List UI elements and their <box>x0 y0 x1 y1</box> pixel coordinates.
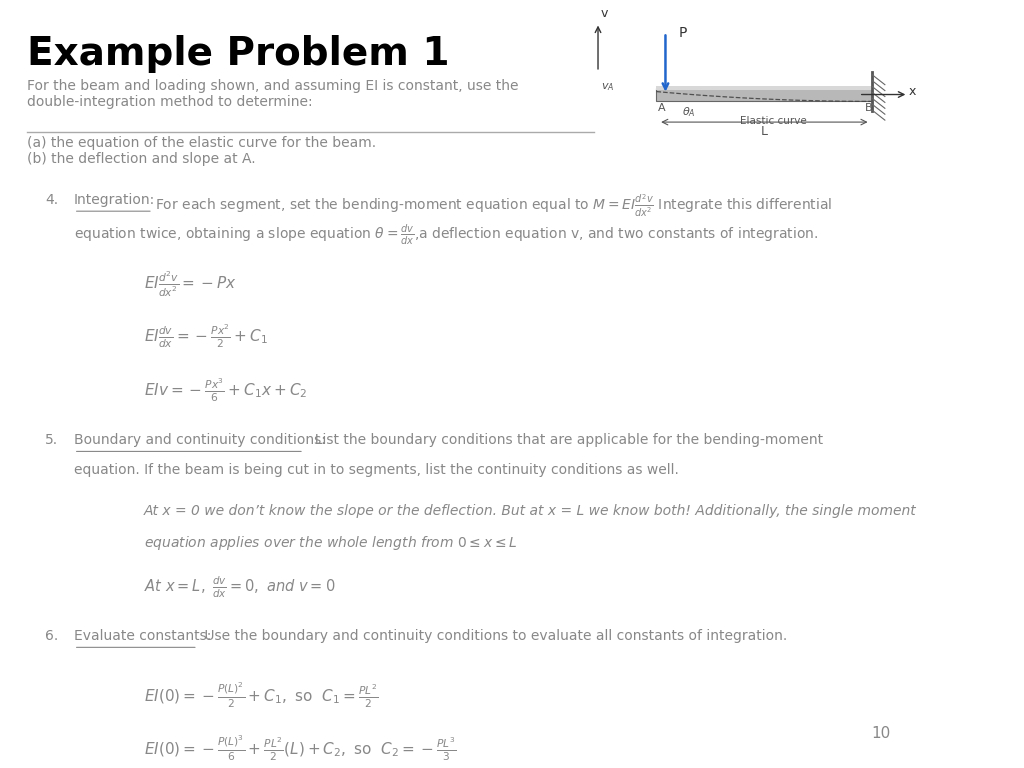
Text: $EI(0) = -\frac{P(L)^2}{2} + C_1,\ \mathrm{so}\ \ C_1 = \frac{PL^2}{2}$: $EI(0) = -\frac{P(L)^2}{2} + C_1,\ \math… <box>144 680 378 710</box>
Text: Use the boundary and continuity conditions to evaluate all constants of integrat: Use the boundary and continuity conditio… <box>200 629 786 643</box>
Text: 6.: 6. <box>45 629 58 643</box>
Text: L: L <box>761 125 768 138</box>
Text: Evaluate constants:: Evaluate constants: <box>74 629 211 643</box>
Text: 4.: 4. <box>45 193 58 207</box>
Text: For the beam and loading shown, and assuming EI is constant, use the
double-inte: For the beam and loading shown, and assu… <box>27 79 518 109</box>
Text: equation twice, obtaining a slope equation $\theta = \frac{dv}{dx}$,a deflection: equation twice, obtaining a slope equati… <box>74 223 818 247</box>
Text: equation. If the beam is being cut in to segments, list the continuity condition: equation. If the beam is being cut in to… <box>74 463 679 477</box>
Text: x: x <box>908 85 915 98</box>
Text: List the boundary conditions that are applicable for the bending-moment: List the boundary conditions that are ap… <box>306 433 823 447</box>
Text: P: P <box>679 25 687 40</box>
FancyBboxPatch shape <box>656 86 872 90</box>
Text: $EI(0) = -\frac{P(L)^3}{6} + \frac{PL^2}{2}(L) + C_2,\ \mathrm{so}\ \ C_2 = -\fr: $EI(0) = -\frac{P(L)^3}{6} + \frac{PL^2}… <box>144 733 457 763</box>
Text: 10: 10 <box>871 727 890 741</box>
Text: v: v <box>601 7 608 20</box>
Text: $v_A$: $v_A$ <box>601 81 614 92</box>
Text: (a) the equation of the elastic curve for the beam.
(b) the deflection and slope: (a) the equation of the elastic curve fo… <box>27 136 376 166</box>
Text: $EI\frac{dv}{dx} = -\frac{Px^2}{2} + C_1$: $EI\frac{dv}{dx} = -\frac{Px^2}{2} + C_1… <box>144 323 268 350</box>
Text: A: A <box>658 104 666 114</box>
Text: Boundary and continuity conditions:: Boundary and continuity conditions: <box>74 433 326 447</box>
Text: $EIv = -\frac{Px^3}{6} + C_1x + C_2$: $EIv = -\frac{Px^3}{6} + C_1x + C_2$ <box>144 376 307 403</box>
Text: $\theta_A$: $\theta_A$ <box>682 105 695 119</box>
Text: Elastic curve: Elastic curve <box>740 116 807 126</box>
Text: Integration:: Integration: <box>74 193 155 207</box>
Text: $EI\frac{d^2v}{dx^2} = -Px$: $EI\frac{d^2v}{dx^2} = -Px$ <box>144 270 237 299</box>
Text: At x = 0 we don’t know the slope or the deflection. But at x = L we know both! A: At x = 0 we don’t know the slope or the … <box>144 504 916 518</box>
Text: equation applies over the whole length from $0 \leq x \leq L$: equation applies over the whole length f… <box>144 534 517 551</box>
Text: Example Problem 1: Example Problem 1 <box>27 35 450 74</box>
Text: 5.: 5. <box>45 433 58 447</box>
Text: B: B <box>865 104 872 114</box>
Text: $At\ x = L,\ \frac{dv}{dx} = 0,\ and\ v = 0$: $At\ x = L,\ \frac{dv}{dx} = 0,\ and\ v … <box>144 575 335 601</box>
FancyBboxPatch shape <box>656 88 872 101</box>
Text: For each segment, set the bending-moment equation equal to $M = EI\frac{d^2v}{dx: For each segment, set the bending-moment… <box>155 193 831 219</box>
